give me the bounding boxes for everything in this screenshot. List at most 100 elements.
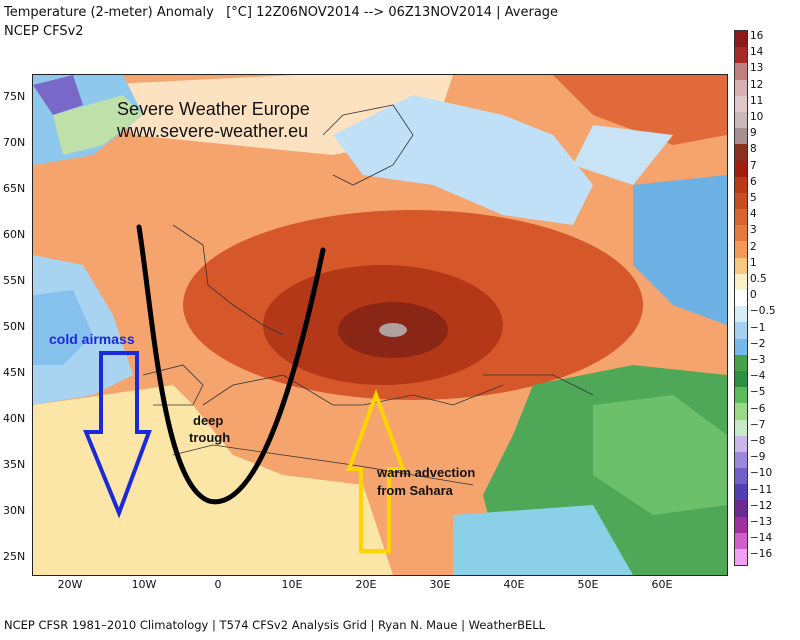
colorbar-label: 12 [750,78,764,91]
colorbar-label: −3 [750,354,766,366]
anomaly-map: Severe Weather Europe www.severe-weather… [32,74,728,576]
colorbar-label: −4 [750,370,766,383]
colorbar-label: −6 [750,402,766,415]
colorbar-label: −11 [750,483,773,496]
coastline-black-sea [483,374,594,396]
colorbar-swatch [735,209,747,226]
colorbar-swatch [735,79,747,96]
trough-label-line2: trough [189,430,231,445]
colorbar-label: −13 [750,516,773,528]
lat-label-70n: 70N [3,136,26,149]
colorbar-swatch [735,128,747,145]
colorbar-swatch [735,63,747,80]
footer-credits: NCEP CFSR 1981–2010 Climatology | T574 C… [4,618,546,632]
warm-zone-arctic [553,75,727,145]
lon-label-50e: 50E [577,578,599,591]
colorbar-swatch [735,484,747,501]
coastline-western-europe [172,224,284,336]
colorbar-label: −12 [750,499,773,512]
colorbar-swatch [735,532,747,549]
colorbar-swatch [735,95,747,112]
lat-label-35n: 35N [3,458,26,471]
colorbar-swatch [735,435,747,452]
cold-zone-scandinavia [333,95,593,225]
colorbar-label: −7 [750,418,766,431]
colorbar-swatch [735,144,747,161]
colorbar-label: −2 [750,337,766,350]
warm-advection-arrow [346,389,406,553]
lon-label-20w: 20W [57,578,83,591]
anomaly-map-svg [33,75,727,575]
lat-label-25n: 25N [3,550,26,563]
coastline-scandinavia [322,104,414,186]
lon-label-20e: 20E [355,578,377,591]
colorbar-swatch [735,516,747,533]
colorbar-swatch [735,370,747,388]
colorbar-label: 3 [750,224,757,237]
lat-label-65n: 65N [3,182,26,195]
cool-zone-iran [593,395,727,515]
trough-label-line1: deep [193,413,224,428]
colorbar-label: 1 [750,256,757,269]
colorbar-label: −14 [750,532,773,545]
colorbar-swatch [735,468,747,485]
lon-label-10w: 10W [131,578,157,591]
lat-label-50n: 50N [3,320,26,333]
colorbar-label: 9 [750,127,757,140]
cool-zone-arabia [453,505,633,575]
lat-label-60n: 60N [3,228,26,241]
coastline-mediterranean [202,374,504,406]
colorbar-swatch [735,322,747,339]
cold-zone-east [633,175,727,325]
lat-label-75n: 75N [3,90,26,103]
colorbar-swatch [735,403,747,420]
colorbar-label: −10 [750,467,773,480]
colorbar-swatch [735,176,747,193]
colorbar-swatch [735,549,747,566]
colorbar-swatch [735,354,747,371]
colorbar-swatch [735,419,747,436]
warm-advection-label-line2: from Sahara [377,483,453,498]
colorbar-swatch [735,225,747,242]
colorbar-swatch [735,160,747,177]
colorbar-swatch [735,31,747,48]
colorbar-swatch [735,241,747,258]
colorbar-label: −5 [750,386,766,399]
lon-label-40e: 40E [503,578,525,591]
colorbar-swatch [735,338,747,355]
colorbar-swatch [735,290,747,307]
green-zone-greenland [53,95,143,155]
colorbar-swatch [735,192,747,210]
warm-advection-label-line1: warm advection [377,465,476,480]
colorbar-swatch [735,111,747,129]
watermark-url: www.severe-weather.eu [117,121,309,141]
colorbar-label: 2 [750,240,757,253]
colorbar-swatch [735,451,747,469]
colorbar-label: 11 [750,94,764,107]
watermark-title: Severe Weather Europe [117,99,310,119]
colorbar-label: 5 [750,192,757,204]
lat-label-55n: 55N [3,274,26,287]
trough-line [136,224,326,505]
coastline-iberia [142,364,204,406]
colorbar-label: 10 [750,111,764,123]
colorbar [734,30,748,567]
colorbar-label: 0 [750,289,757,302]
colorbar-label: −9 [750,451,766,464]
colorbar-label: 4 [750,208,757,221]
colorbar-label: 8 [750,143,757,156]
colorbar-label: −1 [750,321,766,334]
colorbar-swatch [735,273,747,290]
colorbar-label: 13 [750,62,764,75]
colorbar-label: 7 [750,159,757,172]
warm-max [379,323,407,337]
coastline-north-africa [172,444,474,486]
colorbar-label: 0.5 [750,273,767,285]
colorbar-swatch [735,257,747,274]
lat-label-30n: 30N [3,504,26,517]
colorbar-label: −8 [750,435,766,447]
colorbar-swatch [735,306,747,323]
cool-zone-urals [573,125,673,185]
model-label: NCEP CFSv2 [4,24,84,39]
colorbar-swatch [735,387,747,404]
